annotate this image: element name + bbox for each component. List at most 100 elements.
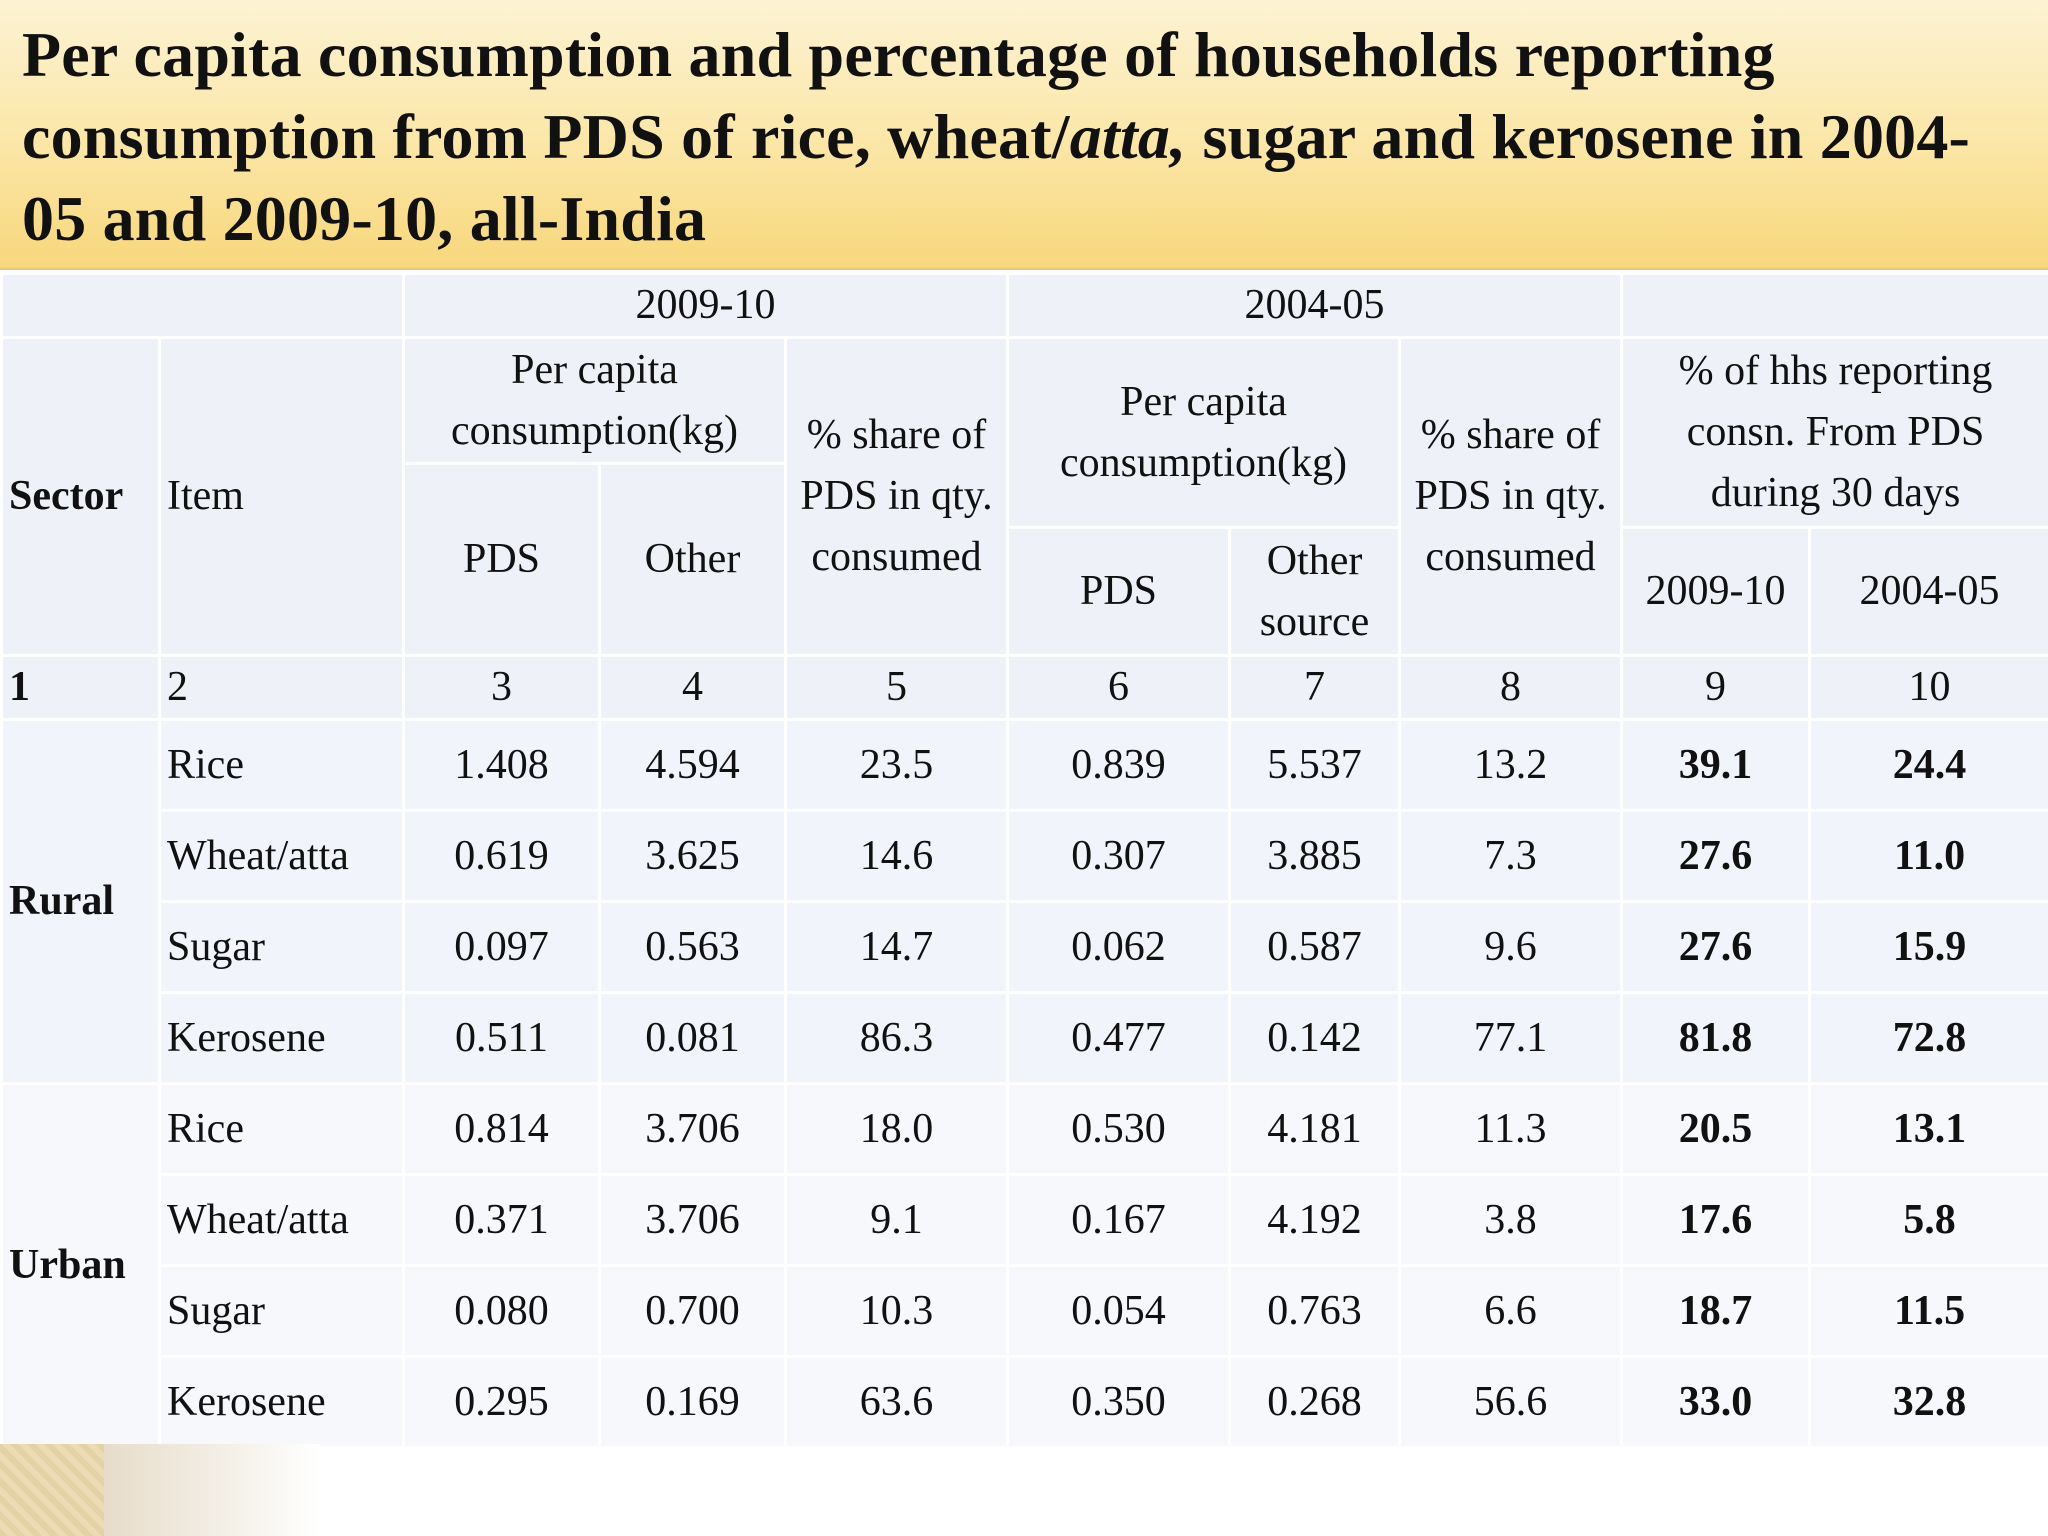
consumption-table: 2009-10 2004-05 Sector Item Per capita c… bbox=[0, 272, 2048, 1449]
value-cell: 20.5 bbox=[1620, 1082, 1812, 1176]
value-cell: 14.7 bbox=[783, 900, 1010, 994]
column-number: 10 bbox=[1808, 654, 2048, 721]
value-cell: 27.6 bbox=[1620, 900, 1812, 994]
value-cell: 6.6 bbox=[1398, 1264, 1624, 1358]
column-number-row: 1 2 3 4 5 6 7 8 9 10 bbox=[0, 654, 2048, 721]
pds-share-header-2009-10: % share of PDS in qty. consumed bbox=[783, 336, 1010, 657]
sector-header: Sector bbox=[0, 336, 161, 657]
table-row: Sugar 0.080 0.700 10.3 0.054 0.763 6.6 1… bbox=[2, 1264, 2048, 1358]
value-cell: 72.8 bbox=[1808, 991, 2048, 1085]
value-cell: 0.062 bbox=[1006, 900, 1232, 994]
per-capita-header-2009-10: Per capita consumption(kg) bbox=[402, 336, 787, 465]
table-row: Wheat/atta 0.371 3.706 9.1 0.167 4.192 3… bbox=[2, 1173, 2048, 1267]
value-cell: 11.5 bbox=[1808, 1264, 2048, 1358]
value-cell: 11.3 bbox=[1398, 1082, 1624, 1176]
column-number: 5 bbox=[783, 654, 1010, 721]
value-cell: 0.763 bbox=[1228, 1264, 1402, 1358]
value-cell: 0.307 bbox=[1006, 809, 1232, 903]
value-cell: 0.477 bbox=[1006, 991, 1232, 1085]
value-cell: 24.4 bbox=[1808, 718, 2048, 812]
value-cell: 14.6 bbox=[783, 809, 1010, 903]
period-header-2009-10: 2009-10 bbox=[401, 272, 1010, 339]
value-cell: 1.408 bbox=[402, 718, 601, 812]
column-number: 7 bbox=[1228, 654, 1402, 721]
sector-urban: Urban bbox=[0, 1082, 161, 1449]
other-header-2009-10: Other bbox=[598, 462, 787, 657]
value-cell: 33.0 bbox=[1620, 1355, 1812, 1449]
value-cell: 32.8 bbox=[1808, 1355, 2048, 1449]
value-cell: 0.169 bbox=[598, 1355, 787, 1449]
value-cell: 3.8 bbox=[1398, 1173, 1624, 1267]
item-cell: Kerosene bbox=[158, 1355, 405, 1449]
value-cell: 3.625 bbox=[598, 809, 787, 903]
value-cell: 0.619 bbox=[402, 809, 601, 903]
value-cell: 7.3 bbox=[1398, 809, 1624, 903]
column-number: 4 bbox=[598, 654, 787, 721]
period-header-2004-05: 2004-05 bbox=[1006, 272, 1624, 339]
column-number: 3 bbox=[402, 654, 601, 721]
sector-rural: Rural bbox=[0, 718, 161, 1085]
value-cell: 5.537 bbox=[1228, 718, 1402, 812]
value-cell: 0.563 bbox=[598, 900, 787, 994]
table-row: Kerosene 0.511 0.081 86.3 0.477 0.142 77… bbox=[2, 991, 2048, 1085]
title-part-1: Per capita consumption and percentage of… bbox=[22, 19, 1775, 172]
value-cell: 0.167 bbox=[1006, 1173, 1232, 1267]
value-cell: 0.081 bbox=[598, 991, 787, 1085]
value-cell: 0.350 bbox=[1006, 1355, 1232, 1449]
item-cell: Wheat/atta bbox=[158, 1173, 405, 1267]
value-cell: 17.6 bbox=[1620, 1173, 1812, 1267]
table-row: Wheat/atta 0.619 3.625 14.6 0.307 3.885 … bbox=[2, 809, 2048, 903]
value-cell: 0.814 bbox=[402, 1082, 601, 1176]
column-number: 9 bbox=[1620, 654, 1812, 721]
value-cell: 0.700 bbox=[598, 1264, 787, 1358]
other-source-header-2004-05: Other source bbox=[1228, 526, 1402, 657]
period-header-blank bbox=[1620, 272, 2048, 339]
value-cell: 0.142 bbox=[1228, 991, 1402, 1085]
per-capita-header-2004-05: Per capita consumption(kg) bbox=[1006, 336, 1402, 529]
value-cell: 18.7 bbox=[1620, 1264, 1812, 1358]
value-cell: 27.6 bbox=[1620, 809, 1812, 903]
value-cell: 11.0 bbox=[1808, 809, 2048, 903]
value-cell: 77.1 bbox=[1398, 991, 1624, 1085]
value-cell: 23.5 bbox=[783, 718, 1010, 812]
item-cell: Kerosene bbox=[158, 991, 405, 1085]
item-cell: Sugar bbox=[158, 900, 405, 994]
item-header: Item bbox=[158, 336, 405, 657]
title-italic-atta: atta, bbox=[1069, 101, 1187, 172]
title-banner: Per capita consumption and percentage of… bbox=[0, 0, 2048, 270]
value-cell: 10.3 bbox=[783, 1264, 1010, 1358]
value-cell: 81.8 bbox=[1620, 991, 1812, 1085]
value-cell: 0.371 bbox=[402, 1173, 601, 1267]
value-cell: 63.6 bbox=[783, 1355, 1010, 1449]
column-number: 8 bbox=[1398, 654, 1624, 721]
value-cell: 39.1 bbox=[1620, 718, 1812, 812]
decoration-swatch bbox=[0, 1444, 104, 1536]
item-cell: Wheat/atta bbox=[158, 809, 405, 903]
slide-decoration bbox=[0, 1444, 320, 1536]
value-cell: 4.192 bbox=[1228, 1173, 1402, 1267]
value-cell: 0.511 bbox=[402, 991, 601, 1085]
slide-title: Per capita consumption and percentage of… bbox=[22, 14, 2026, 260]
hhs-header-2009-10: 2009-10 bbox=[1620, 526, 1812, 657]
item-cell: Rice bbox=[158, 718, 405, 812]
hhs-header-2004-05: 2004-05 bbox=[1808, 526, 2048, 657]
households-reporting-header: % of hhs reporting consn. From PDS durin… bbox=[1620, 336, 2048, 529]
value-cell: 0.587 bbox=[1228, 900, 1402, 994]
table-row: Kerosene 0.295 0.169 63.6 0.350 0.268 56… bbox=[2, 1355, 2048, 1449]
column-number: 6 bbox=[1006, 654, 1232, 721]
value-cell: 15.9 bbox=[1808, 900, 2048, 994]
value-cell: 0.530 bbox=[1006, 1082, 1232, 1176]
item-cell: Rice bbox=[158, 1082, 405, 1176]
pds-header-2004-05: PDS bbox=[1006, 526, 1232, 657]
pds-header-2009-10: PDS bbox=[402, 462, 601, 657]
value-cell: 9.1 bbox=[783, 1173, 1010, 1267]
column-number: 2 bbox=[158, 654, 405, 721]
column-number: 1 bbox=[0, 654, 161, 721]
value-cell: 4.181 bbox=[1228, 1082, 1402, 1176]
pds-share-header-2004-05: % share of PDS in qty. consumed bbox=[1398, 336, 1624, 657]
corner-blank bbox=[0, 272, 405, 339]
value-cell: 3.885 bbox=[1228, 809, 1402, 903]
value-cell: 3.706 bbox=[598, 1173, 787, 1267]
value-cell: 9.6 bbox=[1398, 900, 1624, 994]
table-row: Sugar 0.097 0.563 14.7 0.062 0.587 9.6 2… bbox=[2, 900, 2048, 994]
